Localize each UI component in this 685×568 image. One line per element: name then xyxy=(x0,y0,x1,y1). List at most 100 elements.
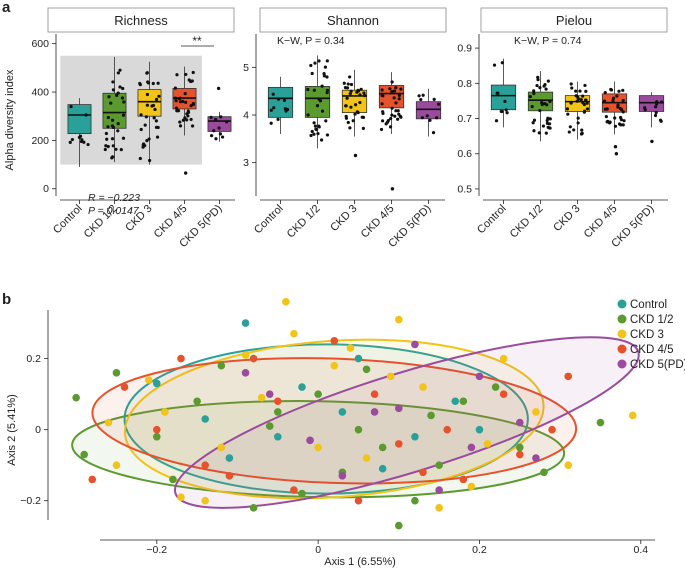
shannon-title-strip xyxy=(259,7,447,33)
pielou-dot xyxy=(659,100,664,104)
pielou-dot xyxy=(578,89,582,93)
pielou-dot xyxy=(532,129,536,133)
pielou-dot xyxy=(505,111,509,115)
pielou-title: Pielou xyxy=(556,13,592,28)
pielou-dot xyxy=(582,110,586,114)
richness-dot xyxy=(116,91,120,95)
shannon-y-axis: 3 4 5 xyxy=(243,34,257,196)
richness-dot xyxy=(212,129,216,133)
shannon-dot xyxy=(313,61,317,65)
shannon-dot xyxy=(346,82,350,86)
pcoa-point xyxy=(112,369,121,377)
pielou-x-tick-label: CKD 1/2 xyxy=(508,203,546,241)
richness-dot xyxy=(110,124,114,128)
shannon-dot xyxy=(319,138,324,142)
pielou-dot xyxy=(537,131,541,135)
pcoa-points xyxy=(72,297,637,530)
richness-dot xyxy=(152,116,156,120)
richness-dot xyxy=(111,80,115,84)
pielou-y-tick-label: 0.5 xyxy=(457,183,472,195)
richness-y-tick-label: 600 xyxy=(31,38,49,50)
shannon-dot xyxy=(316,132,320,136)
shannon-dot xyxy=(384,122,388,126)
shannon-dot xyxy=(276,97,281,101)
pcoa-point xyxy=(80,450,88,459)
pcoa-point xyxy=(201,461,209,469)
pcoa-point xyxy=(354,496,363,505)
shannon-dot xyxy=(396,117,400,121)
shannon-dot xyxy=(399,87,403,91)
shannon-dot xyxy=(394,109,398,113)
pcoa-legend-swatch xyxy=(617,359,627,369)
shannon-dot xyxy=(314,128,319,132)
richness-y-tick-label: 200 xyxy=(31,135,49,147)
shannon-outlier xyxy=(390,187,395,191)
shannon-dot xyxy=(389,116,393,121)
pielou-dot xyxy=(548,117,552,121)
pcoa-y-tick-label: 0.2 xyxy=(26,353,41,365)
shannon-dot xyxy=(420,116,424,120)
richness-outlier xyxy=(183,171,188,175)
richness-dot xyxy=(214,137,218,141)
richness-box xyxy=(67,104,92,135)
pielou-outlier xyxy=(650,139,654,144)
richness-dot xyxy=(111,144,115,148)
richness-dot xyxy=(114,147,118,151)
shannon-dot xyxy=(425,114,429,118)
richness-dot xyxy=(214,117,218,122)
shannon-dot xyxy=(396,109,400,113)
richness-dot xyxy=(138,83,142,87)
pcoa-ellipse xyxy=(123,343,529,495)
pcoa-legend-label: Control xyxy=(630,299,667,311)
pielou-dot xyxy=(581,94,585,98)
pcoa-point xyxy=(628,411,637,420)
pielou-dot xyxy=(500,61,504,65)
pcoa-point xyxy=(459,475,468,484)
pcoa-y-tick-label: −0.2 xyxy=(20,495,41,507)
richness-dot xyxy=(178,96,182,100)
pcoa-point xyxy=(104,418,113,427)
shannon-dot xyxy=(361,115,366,119)
richness-r-label: R = −0.223 xyxy=(88,192,140,204)
richness-dot xyxy=(176,109,181,113)
pcoa-point xyxy=(225,454,234,462)
pcoa-x-tick-label: 0.4 xyxy=(633,544,648,556)
shannon-dot xyxy=(394,101,398,105)
richness-dot xyxy=(120,96,125,100)
pielou-dot xyxy=(492,63,497,67)
richness-dot xyxy=(184,100,188,104)
shannon-dot xyxy=(317,124,321,128)
shannon-dot xyxy=(272,106,276,110)
shannon-dot xyxy=(388,87,392,91)
richness-dot xyxy=(139,127,143,132)
pielou-dot xyxy=(654,110,658,115)
richness-dot xyxy=(122,100,126,104)
pcoa-point xyxy=(193,397,201,406)
shannon-dot xyxy=(428,118,432,122)
panel-label-a: a xyxy=(2,0,11,16)
pcoa-point xyxy=(419,383,427,391)
richness-dot xyxy=(155,135,160,139)
shannon-dot xyxy=(325,133,330,137)
shannon-dot xyxy=(345,96,349,100)
richness-dot xyxy=(119,148,123,152)
pcoa-point xyxy=(241,369,250,377)
pcoa-point xyxy=(153,432,161,441)
pcoa-point xyxy=(467,482,476,491)
shannon-dot xyxy=(381,111,385,115)
shannon-dot xyxy=(397,93,401,97)
shannon-dot xyxy=(397,97,401,101)
richness-dot xyxy=(178,120,182,124)
pcoa-point xyxy=(427,411,435,420)
pielou-panel: Pielou K−W, P = 0.74 0.5 0.6 0.7 0.8 0.9 Con… xyxy=(457,7,668,250)
pcoa-point xyxy=(338,472,347,480)
pielou-dot xyxy=(568,125,572,129)
shannon-dot xyxy=(380,102,384,106)
shannon-dot xyxy=(312,132,316,136)
pielou-dot xyxy=(619,123,623,127)
richness-dot xyxy=(191,70,195,75)
richness-dot xyxy=(68,140,72,144)
pielou-dot xyxy=(566,112,570,116)
richness-dot xyxy=(185,118,189,122)
